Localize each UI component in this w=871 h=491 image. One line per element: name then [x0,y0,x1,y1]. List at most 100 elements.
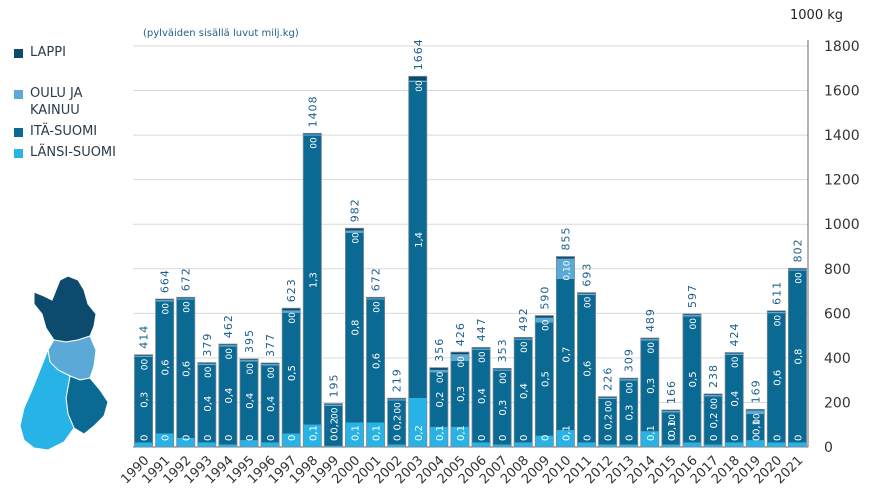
bar-segment [324,405,343,446]
y-axis-unit-label: 1000 kg [790,8,843,23]
data-label: 0 [266,435,277,441]
total-label: 356 [433,338,446,362]
y-tick-label: 400 [824,351,851,367]
y-tick-label: 1600 [824,84,860,100]
data-label: 0 [519,435,530,441]
bar-segment [408,397,427,447]
total-label: 377 [264,333,277,357]
data-label: 00 [309,137,319,149]
legend-label-lappi: LAPPI [30,45,66,60]
data-label: 00 [499,372,509,384]
bar-segment [282,433,301,447]
bar-segment [746,440,765,447]
data-label: 0,4 [245,393,256,409]
bar-outline [787,267,807,448]
bar-segment [767,310,786,312]
bar-segment [619,444,638,447]
data-label: 00 [351,232,361,244]
bar-segment [471,349,491,443]
data-label: 0 [203,435,214,441]
bar-segment [239,440,259,447]
data-label: 00 [225,348,235,360]
data-label: 1,4 [414,232,425,248]
data-label: 0,4 [266,396,277,412]
data-label: 0,3 [456,386,467,402]
data-label: 0 [140,435,151,441]
data-label: 0,2 [329,418,340,434]
bar-segment [619,379,638,381]
bar-segment [429,367,448,370]
bar-segment [303,424,322,447]
data-label: 00 [204,366,214,378]
bar-segment [556,258,575,279]
bar-segment [661,444,680,447]
bar-segment [134,442,153,447]
bar-outline [281,307,301,448]
bar-segment [324,403,343,405]
data-label: 0,1 [667,421,678,437]
total-label: 166 [665,380,678,404]
data-label: 0,6 [161,360,172,376]
total-label: 462 [222,314,235,338]
bar-segment [746,413,765,441]
bar-segment [746,410,765,414]
legend-item-oulu-ja-kainuu: OULU JA KAINUU [14,85,124,119]
bar-segment [176,297,195,299]
bar-segment [535,315,554,318]
bar-segment [218,344,237,346]
total-label: 219 [391,368,404,392]
bar-segment [661,411,680,413]
data-label: 00 [752,413,762,425]
bar-outline [408,75,428,448]
bar-segment [640,340,659,432]
data-label: 00 [267,367,277,379]
data-label: 0,4 [477,388,488,404]
bar-segment [556,256,575,259]
data-label: 0 [751,435,762,441]
bar-segment [239,360,259,362]
data-label: 0,4 [730,391,741,407]
data-label: 0 [793,435,804,441]
bar-segment [429,369,448,373]
bar-segment [429,426,448,447]
total-label: 353 [496,338,509,362]
data-label: 0,3 [625,405,636,421]
total-label: 195 [327,374,340,398]
total-label: 1664 [412,38,425,70]
data-label: 0,4 [519,383,530,399]
bar-segment [556,278,575,431]
total-label: 982 [348,198,361,222]
total-label: 611 [770,281,783,305]
bar-segment [725,442,744,447]
data-label: 0 [709,435,720,441]
bar-segment [640,431,659,447]
bar-segment [535,322,554,436]
bar-outline [577,292,596,448]
bar-segment [556,430,575,447]
bar-segment [788,269,807,271]
data-label: 0,1 [646,425,657,441]
bar-segment [514,339,533,443]
data-label: 00 [668,414,678,426]
total-label: 693 [581,263,594,287]
data-label: 0,2 [414,425,425,441]
bar-segment [514,442,533,447]
data-label: 0 [583,435,594,441]
data-label: 00 [773,315,783,327]
bar-segment [197,442,216,447]
bar-segment [345,422,364,447]
bar-outline [471,347,491,448]
bar-segment [155,299,174,301]
data-label: 00 [731,356,741,368]
bar-outline [260,362,280,448]
data-label: 0,1 [456,425,467,441]
bar-segment [682,316,702,443]
bar-outline [366,296,386,448]
bar-segment [324,445,343,447]
total-label: 1408 [306,95,319,127]
data-label: 0,6 [182,361,193,377]
data-label: 0,2 [709,413,720,429]
bar-segment [197,362,216,364]
data-label: 0,4 [203,396,214,412]
bar-segment [366,422,385,447]
